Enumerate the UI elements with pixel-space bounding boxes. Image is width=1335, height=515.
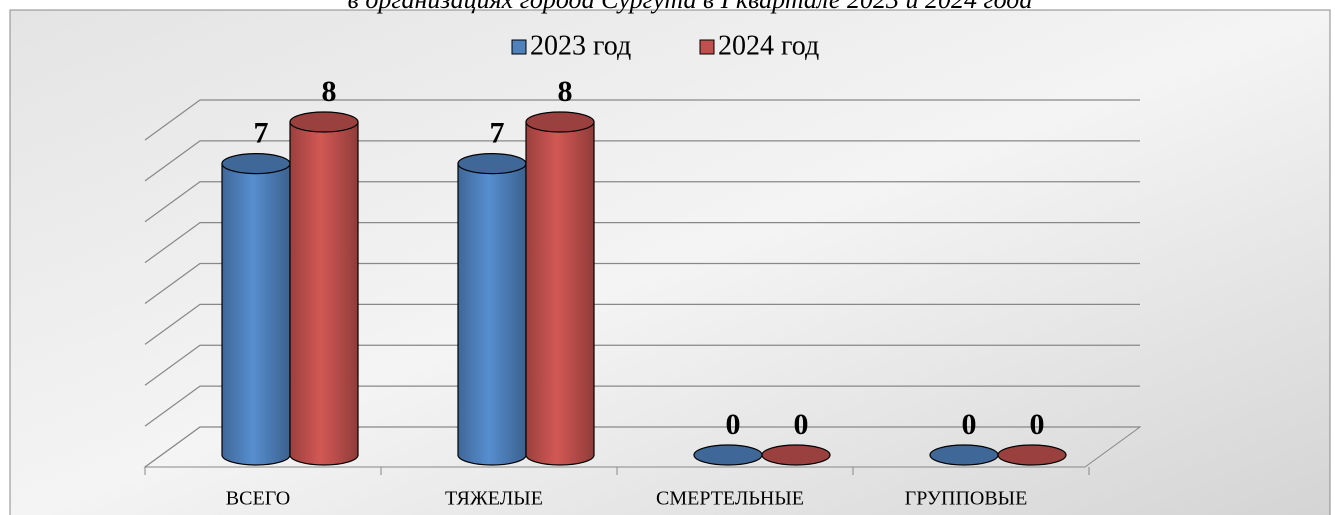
x-tick-label: ТЯЖЕЛЫЕ (445, 488, 543, 510)
legend-swatch (511, 39, 527, 55)
grid-line (144, 181, 1140, 223)
value-label: 0 (726, 408, 741, 441)
cylinder-top (929, 444, 999, 466)
grid-line (144, 385, 1140, 427)
grid-line (144, 426, 1140, 468)
grid-line (144, 140, 1140, 182)
grid-line (144, 222, 1140, 264)
value-label: 0 (962, 408, 977, 441)
legend: 2023 год 2024 год (511, 30, 819, 61)
grid-line (144, 99, 1140, 141)
cylinder-body (289, 121, 359, 466)
cylinder-top (761, 444, 831, 466)
cylinder-body (221, 163, 291, 466)
plot-frame (9, 9, 1331, 515)
grid-line (144, 303, 1140, 345)
cylinder-top (221, 153, 291, 175)
value-label: 7 (254, 117, 269, 150)
cylinder-body (457, 163, 527, 466)
grid-line (144, 262, 1140, 304)
chart-title: в организациях города Сургута в I кварта… (348, 0, 1033, 14)
cylinder-top (693, 444, 763, 466)
x-tick-label: ВСЕГО (226, 488, 290, 510)
legend-label: 2023 год (530, 30, 631, 61)
legend-label: 2024 год (718, 30, 819, 61)
legend-swatch (699, 39, 715, 55)
cylinder-top (997, 444, 1067, 466)
value-label: 8 (322, 75, 337, 108)
grid-line (144, 344, 1140, 386)
value-label: 8 (558, 75, 573, 108)
value-label: 0 (1030, 408, 1045, 441)
cylinder-body (525, 121, 595, 466)
value-label: 7 (490, 117, 505, 150)
x-tick-label: ГРУППОВЫЕ (905, 488, 1028, 510)
cylinder-top (289, 111, 359, 133)
value-label: 0 (794, 408, 809, 441)
x-tick-label: СМЕРТЕЛЬНЫЕ (656, 488, 804, 510)
cylinder-top (457, 153, 527, 175)
cylinder-top (525, 111, 595, 133)
